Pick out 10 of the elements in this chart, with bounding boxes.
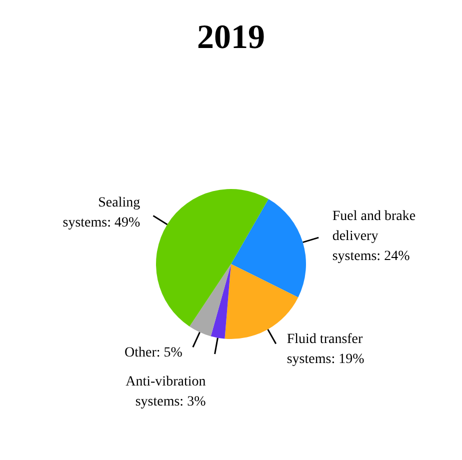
slice-label: Fluid transfer systems: 19% [286,332,365,367]
pie-slice [189,264,231,336]
pie-slice [156,189,268,326]
slice-label: Other: 5% [124,346,183,361]
pie-slice [210,264,231,339]
slice-label: Anti-vibration systems: 3% [126,374,206,410]
pie-slice [231,199,306,298]
slice-label: Sealing systems: 49% [62,196,140,231]
slice-label: Fuel and brake delivery systems: 24% [332,208,416,264]
chart-title: 2019 [197,19,265,56]
